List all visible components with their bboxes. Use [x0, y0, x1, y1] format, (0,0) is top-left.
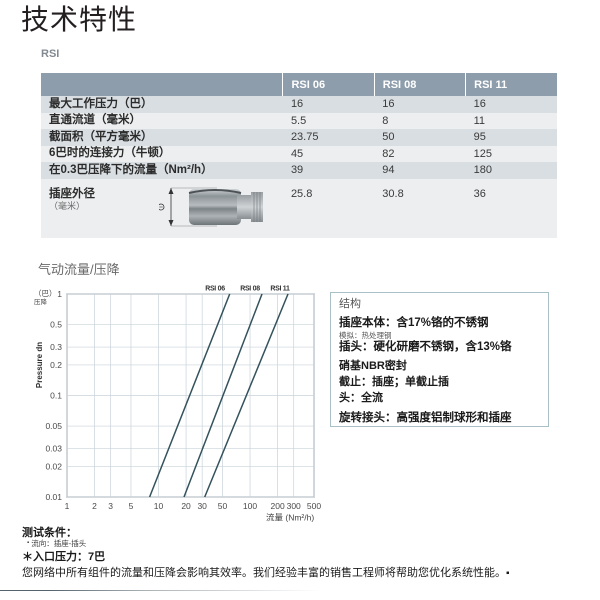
- svg-text:300: 300: [287, 501, 301, 511]
- svg-text:20: 20: [181, 501, 191, 511]
- svg-text:0.5: 0.5: [50, 320, 62, 330]
- svg-text:压降: 压降: [34, 297, 48, 306]
- svg-text:100: 100: [243, 501, 257, 511]
- svg-text:流量 (Nm²/h): 流量 (Nm²/h): [266, 513, 314, 523]
- svg-text:3: 3: [108, 501, 113, 511]
- svg-text:500: 500: [307, 501, 321, 511]
- svg-text:2: 2: [92, 501, 97, 511]
- svg-text:RSI 08: RSI 08: [240, 286, 260, 293]
- svg-text:30: 30: [197, 501, 207, 511]
- svg-text:RSI 06: RSI 06: [205, 286, 225, 293]
- svg-text:10: 10: [154, 501, 164, 511]
- svg-text:0.01: 0.01: [45, 492, 62, 502]
- svg-text:RSI 11: RSI 11: [270, 286, 290, 293]
- svg-text:1: 1: [65, 501, 70, 511]
- svg-text:0.2: 0.2: [50, 360, 62, 370]
- svg-text:（巴）: （巴）: [34, 289, 57, 298]
- svg-text:Pressure dn: Pressure dn: [35, 342, 44, 388]
- svg-text:1: 1: [57, 289, 62, 299]
- svg-text:0.02: 0.02: [45, 462, 62, 472]
- svg-text:50: 50: [218, 501, 228, 511]
- svg-text:0.1: 0.1: [50, 391, 62, 401]
- svg-text:200: 200: [270, 501, 284, 511]
- svg-text:0.05: 0.05: [45, 421, 62, 431]
- svg-text:0.03: 0.03: [45, 444, 62, 454]
- svg-text:5: 5: [129, 501, 134, 511]
- svg-text:0.3: 0.3: [50, 342, 62, 352]
